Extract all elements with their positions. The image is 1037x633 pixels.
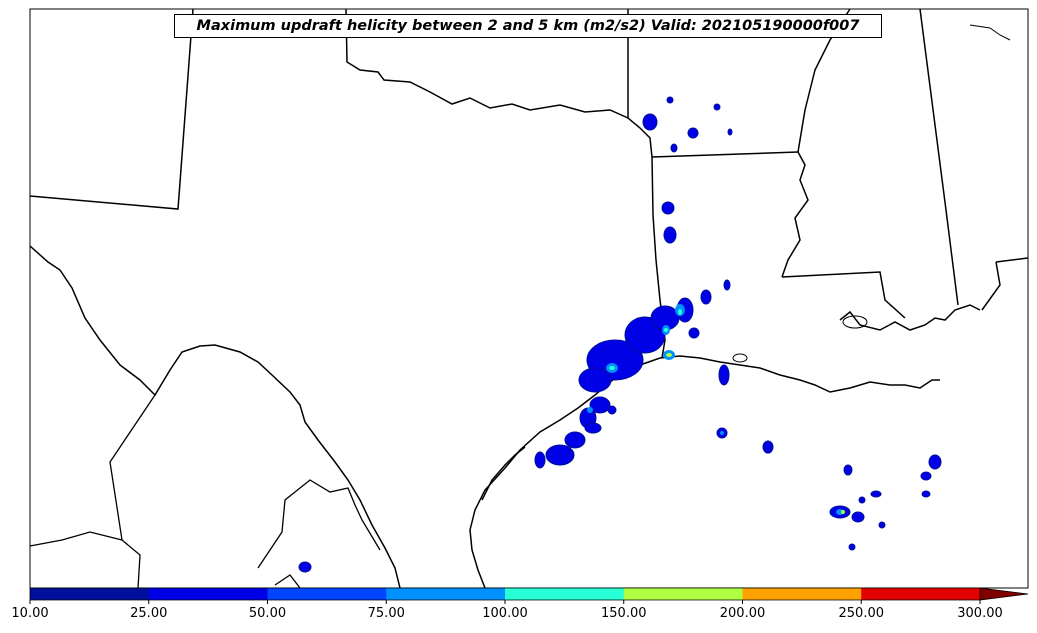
colorbar-tick-label: 150.00 bbox=[601, 606, 647, 621]
colorbar-tick-label: 300.00 bbox=[957, 606, 1003, 621]
colorbar-segment bbox=[742, 588, 862, 600]
colorbar-segment bbox=[148, 588, 268, 600]
colorbar-tick-label: 100.00 bbox=[482, 606, 528, 621]
colorbar-segment bbox=[861, 588, 981, 600]
colorbar-segment bbox=[386, 588, 506, 600]
colorbar-tick-label: 50.00 bbox=[248, 606, 287, 621]
country-border bbox=[29, 245, 401, 589]
lakes bbox=[732, 24, 1011, 363]
map-title: Maximum updraft helicity between 2 and 5… bbox=[174, 14, 882, 38]
coastline bbox=[469, 304, 981, 589]
helicity-contours bbox=[298, 96, 942, 573]
colorbar-tick-label: 75.00 bbox=[367, 606, 405, 621]
colorbar-segment bbox=[505, 588, 625, 600]
colorbar-segment bbox=[30, 588, 150, 600]
colorbar-tick-label: 200.00 bbox=[719, 606, 766, 621]
colorbar-segment bbox=[623, 588, 743, 600]
map-frame bbox=[29, 8, 1029, 589]
colorbar bbox=[29, 587, 1029, 604]
colorbar-tick-label: 25.00 bbox=[130, 606, 168, 621]
colorbar-tick-label: 10.00 bbox=[11, 606, 49, 621]
colorbar-tick-label: 250.00 bbox=[838, 606, 885, 621]
colorbar-segment bbox=[267, 588, 387, 600]
colorbar-extend-arrow bbox=[979, 587, 1029, 601]
mexico-states bbox=[29, 394, 381, 589]
